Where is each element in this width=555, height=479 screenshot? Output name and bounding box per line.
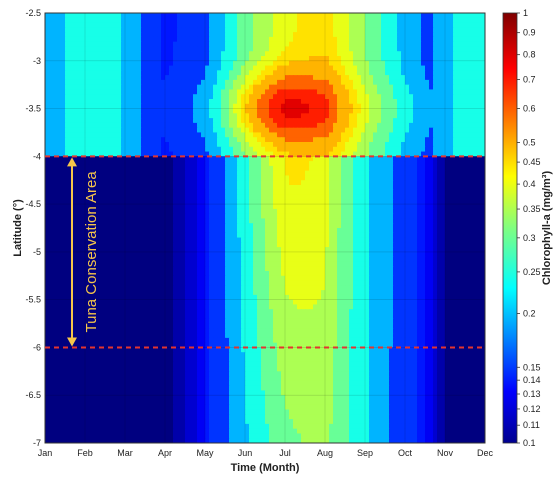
colorbar-tick-label: 1 — [523, 8, 528, 18]
colorbar-tick-label: 0.7 — [523, 75, 536, 85]
x-tick-label: Feb — [77, 448, 93, 458]
y-tick-label: -7 — [33, 438, 41, 448]
arrow-head-up-icon — [67, 157, 77, 167]
colorbar-tick-label: 0.5 — [523, 137, 536, 147]
y-tick-label: -3.5 — [25, 104, 41, 114]
x-tick-label: May — [196, 448, 214, 458]
colorbar-tick-label: 0.35 — [523, 204, 541, 214]
x-tick-label: Sep — [357, 448, 373, 458]
colorbar-tick-label: 0.1 — [523, 438, 536, 448]
colorbar — [502, 12, 518, 444]
colorbar-tick-label: 0.11 — [523, 420, 540, 430]
x-tick-label: Apr — [158, 448, 172, 458]
y-tick-label: -5.5 — [25, 295, 41, 305]
colorbar-tick-label: 0.4 — [523, 179, 536, 189]
conservation-area-label: Tuna Conservation Area — [83, 171, 100, 333]
colorbar-tick-label: 0.9 — [523, 28, 536, 38]
heatmap-cells — [45, 13, 485, 443]
colorbar-tick-label: 0.45 — [523, 157, 541, 167]
y-tick-label: -2.5 — [25, 8, 41, 18]
x-tick-label: Mar — [117, 448, 133, 458]
colorbar-tick-label: 0.3 — [523, 233, 536, 243]
arrow-head-down-icon — [67, 337, 77, 347]
tuna-conservation-annotation: Tuna Conservation Area — [45, 155, 485, 349]
x-tick-label: Dec — [477, 448, 494, 458]
y-tick-label: -4.5 — [25, 199, 41, 209]
colorbar-tick-label: 0.8 — [523, 50, 536, 60]
y-tick-label: -4 — [33, 151, 41, 161]
x-tick-label: Oct — [398, 448, 413, 458]
x-tick-label: Jan — [38, 448, 53, 458]
colorbar-tick-label: 0.13 — [523, 389, 541, 399]
x-tick-label: Jun — [238, 448, 253, 458]
x-axis-label: Time (Month) — [231, 462, 300, 474]
x-tick-label: Aug — [317, 448, 333, 458]
y-axis-label: Latitude (°) — [12, 199, 24, 257]
colorbar-tick-label: 0.25 — [523, 267, 541, 277]
colorbar-tick-label: 0.14 — [523, 375, 541, 385]
x-tick-label: Jul — [279, 448, 291, 458]
plot-frame — [44, 12, 486, 444]
colorbar-tick-label: 0.6 — [523, 103, 536, 113]
y-tick-label: -5 — [33, 247, 41, 257]
colorbar-label: Chlorophyll-a (mg/m³) — [541, 171, 553, 286]
colorbar-ticks: 1 0.9 0.8 0.7 0.6 0.5 0.45 0.4 0.35 0.3 0.25 0.2 0.1… — [517, 8, 541, 448]
y-tick-label: -6.5 — [25, 390, 41, 400]
y-axis-ticks: -2.5 -3 -3.5 -4 -4.5 -5 -5.5 -6 -6.5 -7 — [25, 8, 41, 448]
colorbar-tick-label: 0.15 — [523, 362, 541, 372]
y-tick-label: -3 — [33, 56, 41, 66]
y-tick-label: -6 — [33, 342, 41, 352]
colorbar-tick-label: 0.2 — [523, 309, 536, 319]
x-tick-label: Nov — [437, 448, 454, 458]
colorbar-tick-label: 0.12 — [523, 404, 541, 414]
x-axis-ticks: Jan Feb Mar Apr May Jun Jul Aug Sep Oct Nov Dec — [38, 448, 494, 458]
